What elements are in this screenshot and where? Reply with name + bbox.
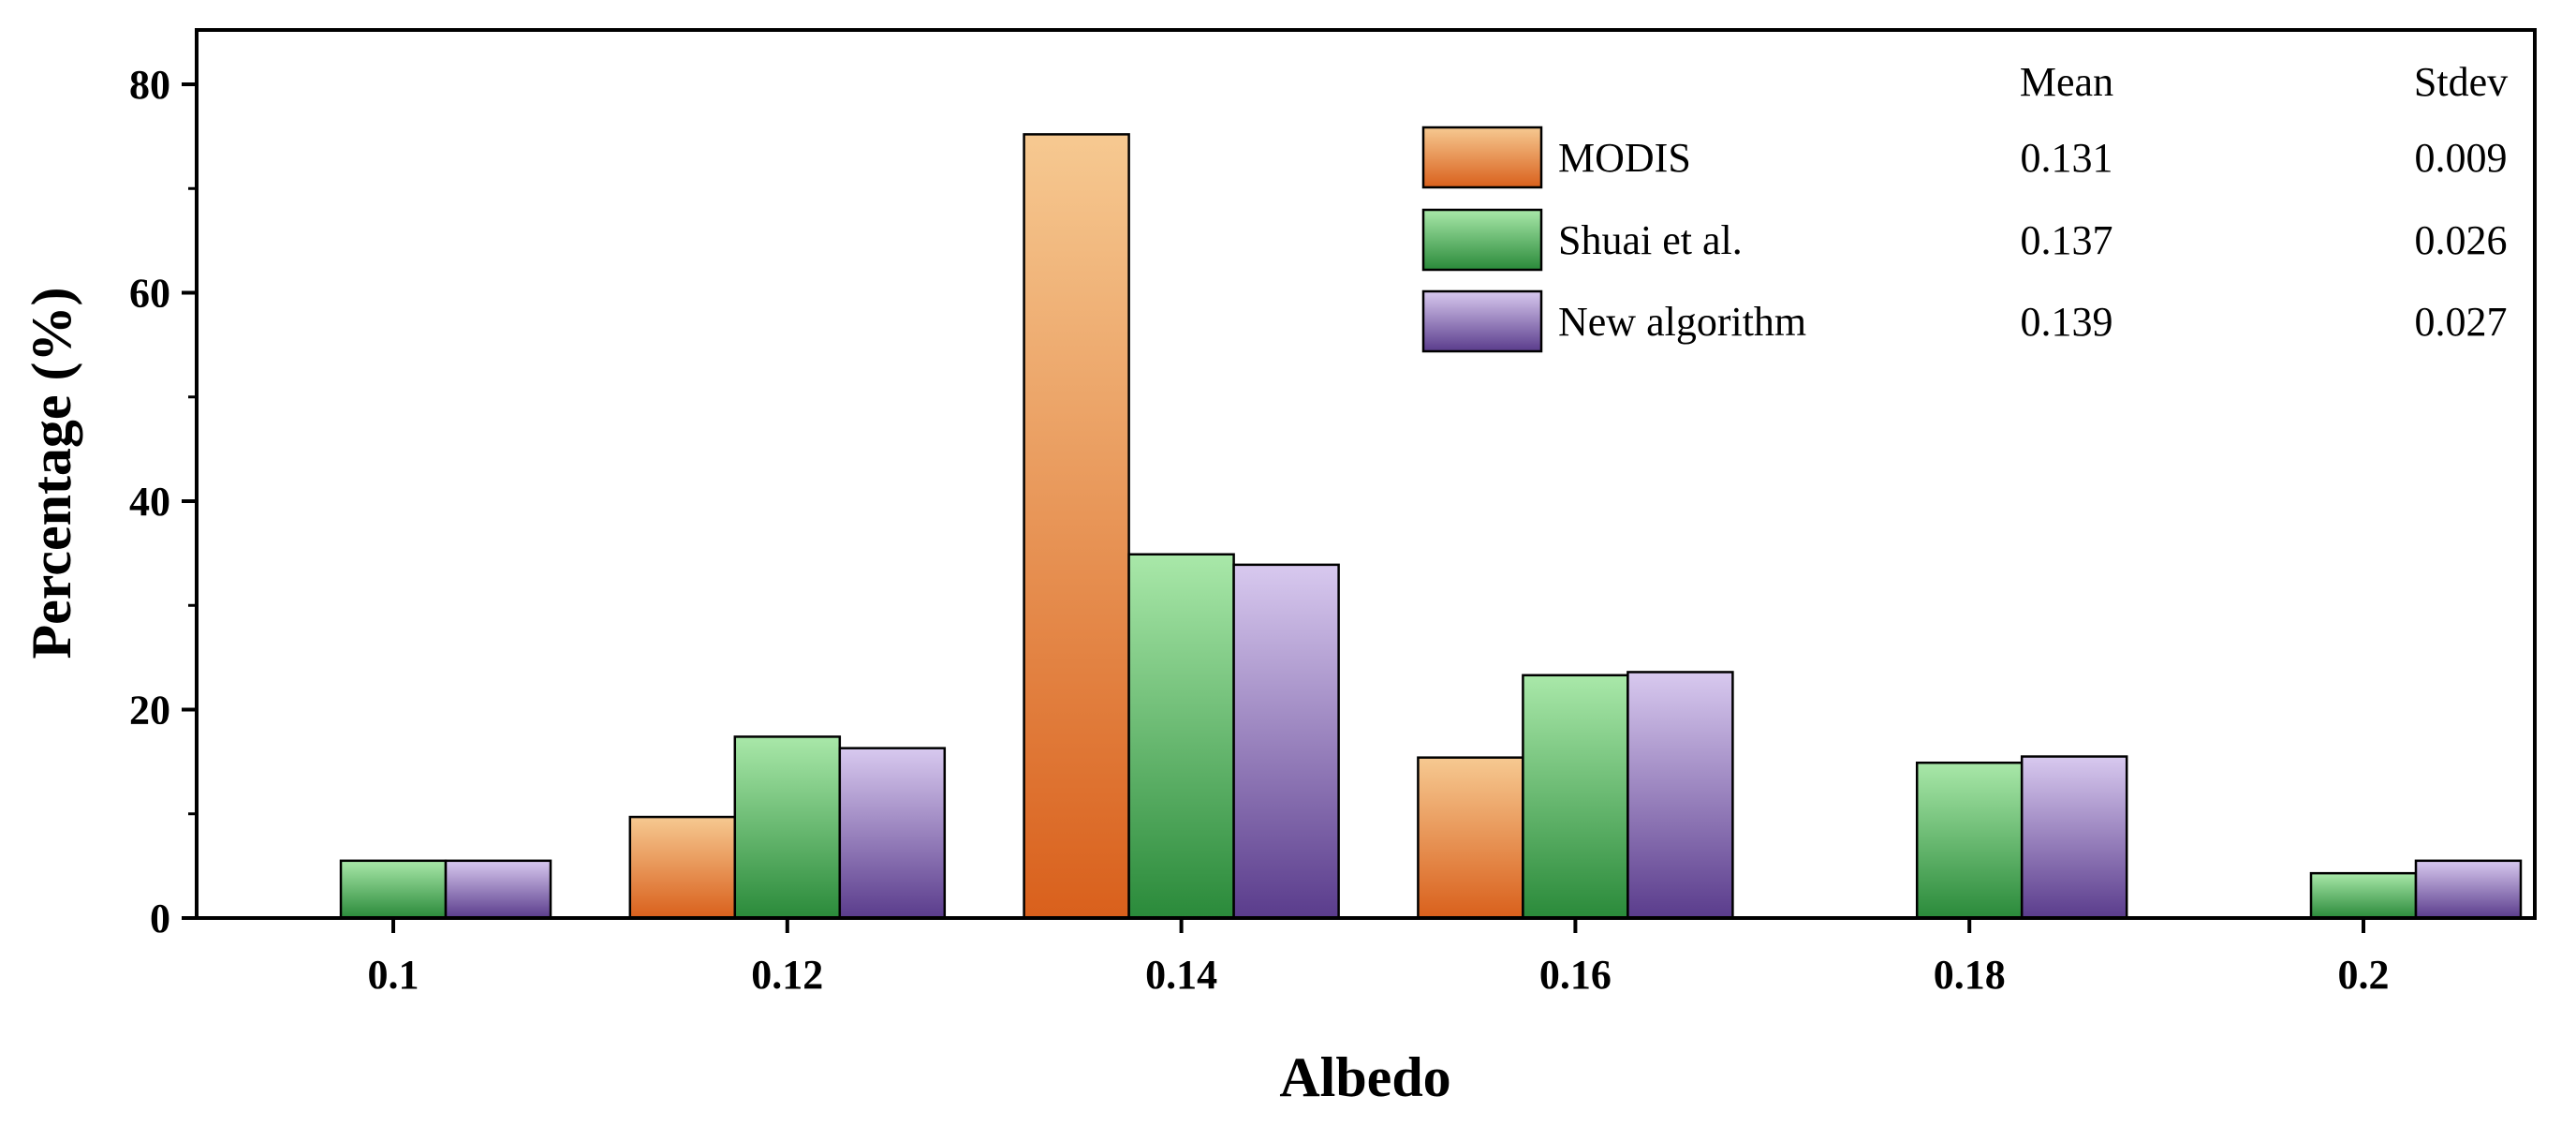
bars-layer — [339, 133, 2523, 920]
x-tick-label: 0.2 — [2338, 952, 2390, 998]
bar-shuai-et-al-0.12 — [733, 735, 842, 920]
x-tick-label: 0.12 — [751, 952, 823, 998]
bar-modis-0.12 — [628, 815, 737, 920]
x-axis: 0.1 0.12 0.14 0.16 0.18 0.2 — [368, 918, 2390, 998]
x-axis-title: Albedo — [1279, 1046, 1450, 1108]
legend-swatch — [1421, 126, 1543, 189]
bar-modis-0.16 — [1417, 756, 1524, 920]
y-tick-label: 20 — [129, 688, 170, 733]
legend-mean-value: 0.131 — [2021, 135, 2113, 181]
x-tick-label: 0.14 — [1145, 952, 1217, 998]
legend-series-name: New algorithm — [1558, 299, 1806, 345]
legend-stdev-value: 0.009 — [2415, 135, 2508, 181]
bar-new-algorithm-0.12 — [838, 747, 947, 920]
y-tick-label: 60 — [129, 271, 170, 317]
x-tick-label: 0.16 — [1539, 952, 1612, 998]
legend-stdev-value: 0.027 — [2415, 299, 2508, 345]
legend-series-name: Shuai et al. — [1558, 217, 1743, 263]
bar-shuai-et-al-0.18 — [1915, 761, 2024, 920]
plot-frame — [195, 28, 2537, 920]
legend-stdev-header: Stdev — [2414, 59, 2508, 105]
y-axis: 0 20 40 60 80 — [129, 62, 197, 941]
bar-modis-0.14 — [1023, 133, 1130, 920]
legend-mean-value: 0.137 — [2021, 217, 2113, 263]
bar-shuai-et-al-0.14 — [1127, 553, 1235, 920]
bar-new-algorithm-0.1 — [444, 859, 552, 920]
legend-mean-header: Mean — [2020, 59, 2113, 105]
bar-new-algorithm-0.2 — [2414, 859, 2523, 920]
legend-mean-value: 0.139 — [2021, 299, 2113, 345]
bar-shuai-et-al-0.1 — [339, 859, 448, 920]
legend: Mean Stdev MODIS 0.131 0.009 Shuai et al. 0.… — [1421, 59, 2508, 353]
bar-new-algorithm-0.18 — [2020, 755, 2128, 920]
legend-series-name: MODIS — [1558, 135, 1691, 181]
bar-new-algorithm-0.14 — [1232, 563, 1340, 920]
x-tick-label: 0.1 — [368, 952, 420, 998]
bar-new-algorithm-0.16 — [1627, 671, 1734, 920]
x-tick-label: 0.18 — [1934, 952, 2006, 998]
y-axis-title: Percentage (%) — [21, 287, 82, 659]
bar-shuai-et-al-0.16 — [1522, 674, 1629, 920]
y-tick-label: 0 — [150, 896, 170, 941]
bar-shuai-et-al-0.2 — [2309, 871, 2418, 920]
legend-stdev-value: 0.026 — [2415, 217, 2508, 263]
y-tick-label: 40 — [129, 479, 170, 525]
y-tick-label: 80 — [129, 62, 170, 108]
legend-swatch — [1421, 208, 1543, 272]
legend-swatch — [1421, 289, 1543, 353]
